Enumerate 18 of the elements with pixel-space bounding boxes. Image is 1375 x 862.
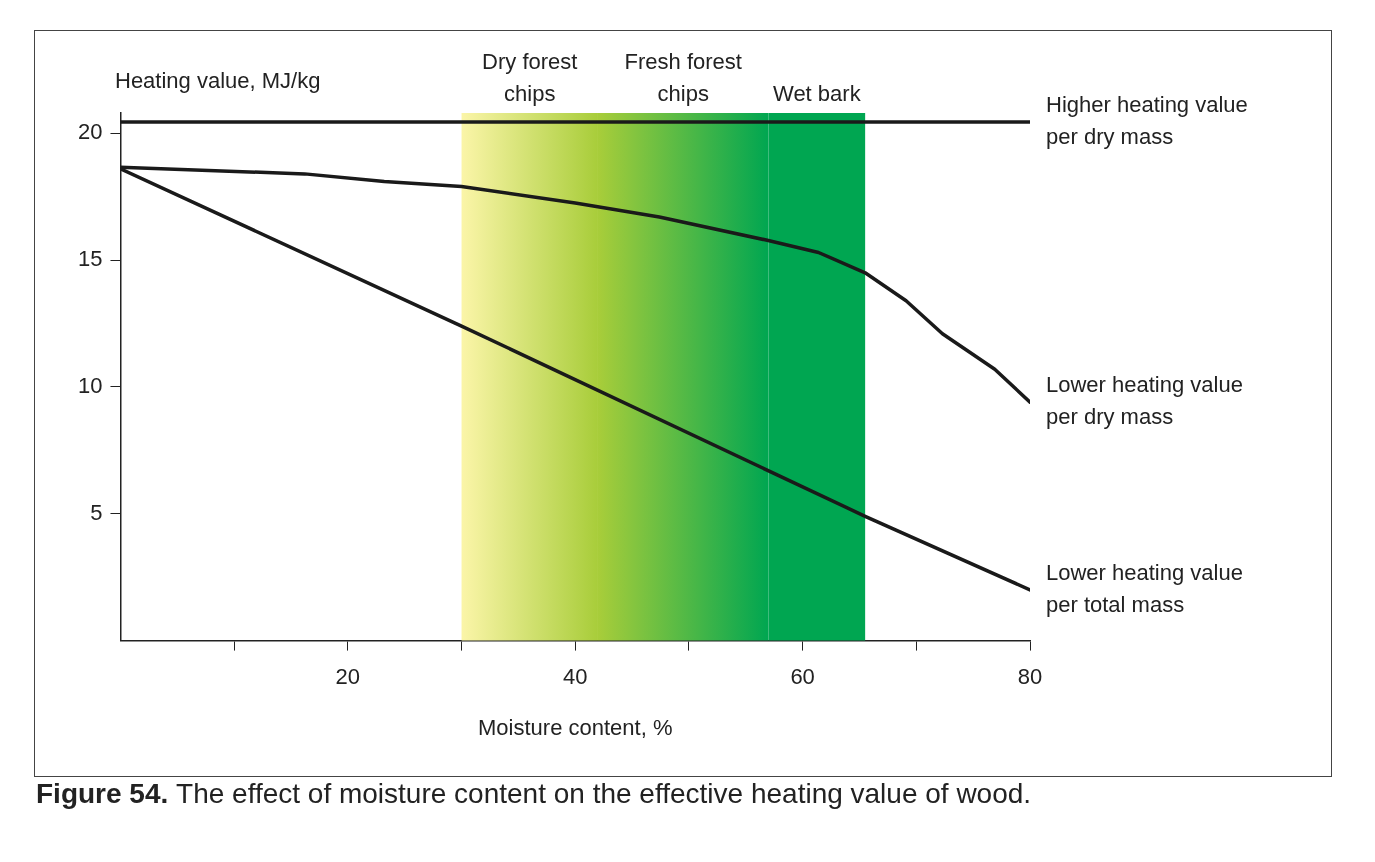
series-label: Lower heating value per total mass (1046, 559, 1243, 617)
caption: Figure 54. (36, 778, 170, 809)
band-label: Dry forest chips (482, 49, 578, 107)
x-axis-title: Moisture content, % (478, 714, 673, 740)
y-tick-label: 20 (77, 119, 103, 145)
y-axis-title: Heating value, MJ/kg (115, 68, 321, 94)
y-tick-label: 10 (77, 373, 103, 399)
y-tick-label: 5 (90, 499, 103, 525)
text: The effect of moisture content on the effective heating value of wood. (176, 778, 1032, 809)
series-label: Higher heating value per dry mass (1046, 91, 1248, 149)
band-label: Wet bark (773, 81, 862, 107)
band-label: Fresh forest chips (624, 49, 742, 107)
x-tick-label: 20 (335, 663, 361, 689)
series-label: Lower heating value per dry mass (1046, 372, 1243, 430)
y-tick-label: 15 (77, 246, 103, 272)
x-tick-label: 40 (562, 663, 588, 689)
x-tick-label: 60 (790, 663, 815, 689)
x-tick-label: 80 (1017, 663, 1043, 689)
